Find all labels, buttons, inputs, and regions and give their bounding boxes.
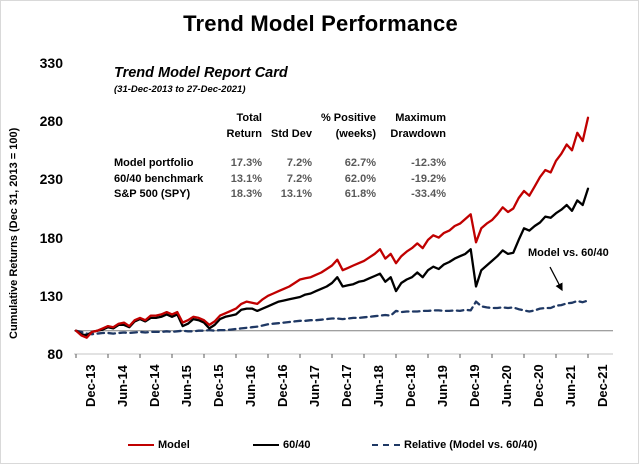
table-row-benchmark: 60/40 benchmark 13.1% 7.2% 62.0% -19.2% — [114, 172, 446, 185]
table-spacer-row — [114, 143, 446, 157]
x-tick-label-Dec-17: Dec-17 — [339, 364, 354, 407]
legend-item-relative: Relative (Model vs. 60/40) — [372, 438, 537, 452]
annotation-arrow — [549, 266, 563, 292]
x-tick-label-Dec-19: Dec-19 — [467, 364, 482, 407]
y-tick-230: 230 — [39, 171, 63, 187]
table-row-sp500: S&P 500 (SPY) 18.3% 13.1% 61.8% -33.4% — [114, 188, 446, 200]
y-tick-80: 80 — [47, 346, 63, 362]
y-tick-180: 180 — [39, 230, 63, 246]
relative-line-swatch — [372, 444, 400, 446]
x-tick-label-Dec-21: Dec-21 — [595, 364, 610, 407]
x-tick-label-Jun-21: Jun-21 — [563, 365, 578, 407]
x-tick-label-Jun-14: Jun-14 — [115, 365, 130, 407]
y-tick-280: 280 — [39, 113, 63, 129]
x-tick-label-Dec-13: Dec-13 — [83, 364, 98, 407]
report-card-title: Trend Model Report Card — [114, 65, 288, 81]
x-tick-label-Jun-18: Jun-18 — [371, 365, 386, 407]
x-tick-label-Dec-16: Dec-16 — [275, 364, 290, 407]
chart-title: Trend Model Performance — [183, 11, 458, 36]
series-line-benchmark — [74, 187, 590, 337]
x-tick-label-Jun-20: Jun-20 — [499, 365, 514, 407]
table-header-row-2: Return Std Dev (weeks) Drawdown — [226, 127, 446, 140]
x-tick-label-Dec-15: Dec-15 — [211, 364, 226, 407]
legend-label-relative: Relative (Model vs. 60/40) — [404, 439, 538, 451]
legend-item-model: Model — [128, 438, 190, 452]
model-line-swatch — [128, 444, 154, 446]
y-tick-130: 130 — [39, 288, 63, 304]
x-tick-label-Jun-16: Jun-16 — [243, 365, 258, 407]
legend-item-6040: 60/40 — [253, 438, 311, 452]
y-tick-330: 330 — [39, 55, 63, 71]
series-line-relative — [74, 299, 590, 336]
x-tick-label-Jun-19: Jun-19 — [435, 365, 450, 407]
report-card-table: Total % Positive Maximum Return Std Dev … — [114, 112, 446, 204]
legend-label-model: Model — [158, 439, 190, 451]
annotation-model-vs-6040: Model vs. 60/40 — [528, 247, 609, 259]
x-tick-label-Dec-20: Dec-20 — [531, 364, 546, 407]
series-line-model — [74, 116, 590, 339]
report-card: Trend Model Report Card (31-Dec-2013 to … — [114, 65, 464, 204]
table-row-model: Model portfolio 17.3% 7.2% 62.7% -12.3% — [114, 157, 446, 169]
x-tick-label-Jun-17: Jun-17 — [307, 365, 322, 407]
x-tick-label-Dec-14: Dec-14 — [147, 364, 162, 407]
table-header-row-1: Total % Positive Maximum — [236, 112, 446, 124]
x-tick-label-Dec-18: Dec-18 — [403, 364, 418, 407]
report-card-subtitle: (31-Dec-2013 to 27-Dec-2021) — [114, 84, 246, 95]
y-axis-title: Cumulative Returns (Dec 31, 2013 = 100) — [8, 127, 20, 339]
benchmark-line-swatch — [253, 444, 279, 446]
x-tick-label-Jun-15: Jun-15 — [179, 365, 194, 407]
legend-label-6040: 60/40 — [283, 439, 311, 451]
